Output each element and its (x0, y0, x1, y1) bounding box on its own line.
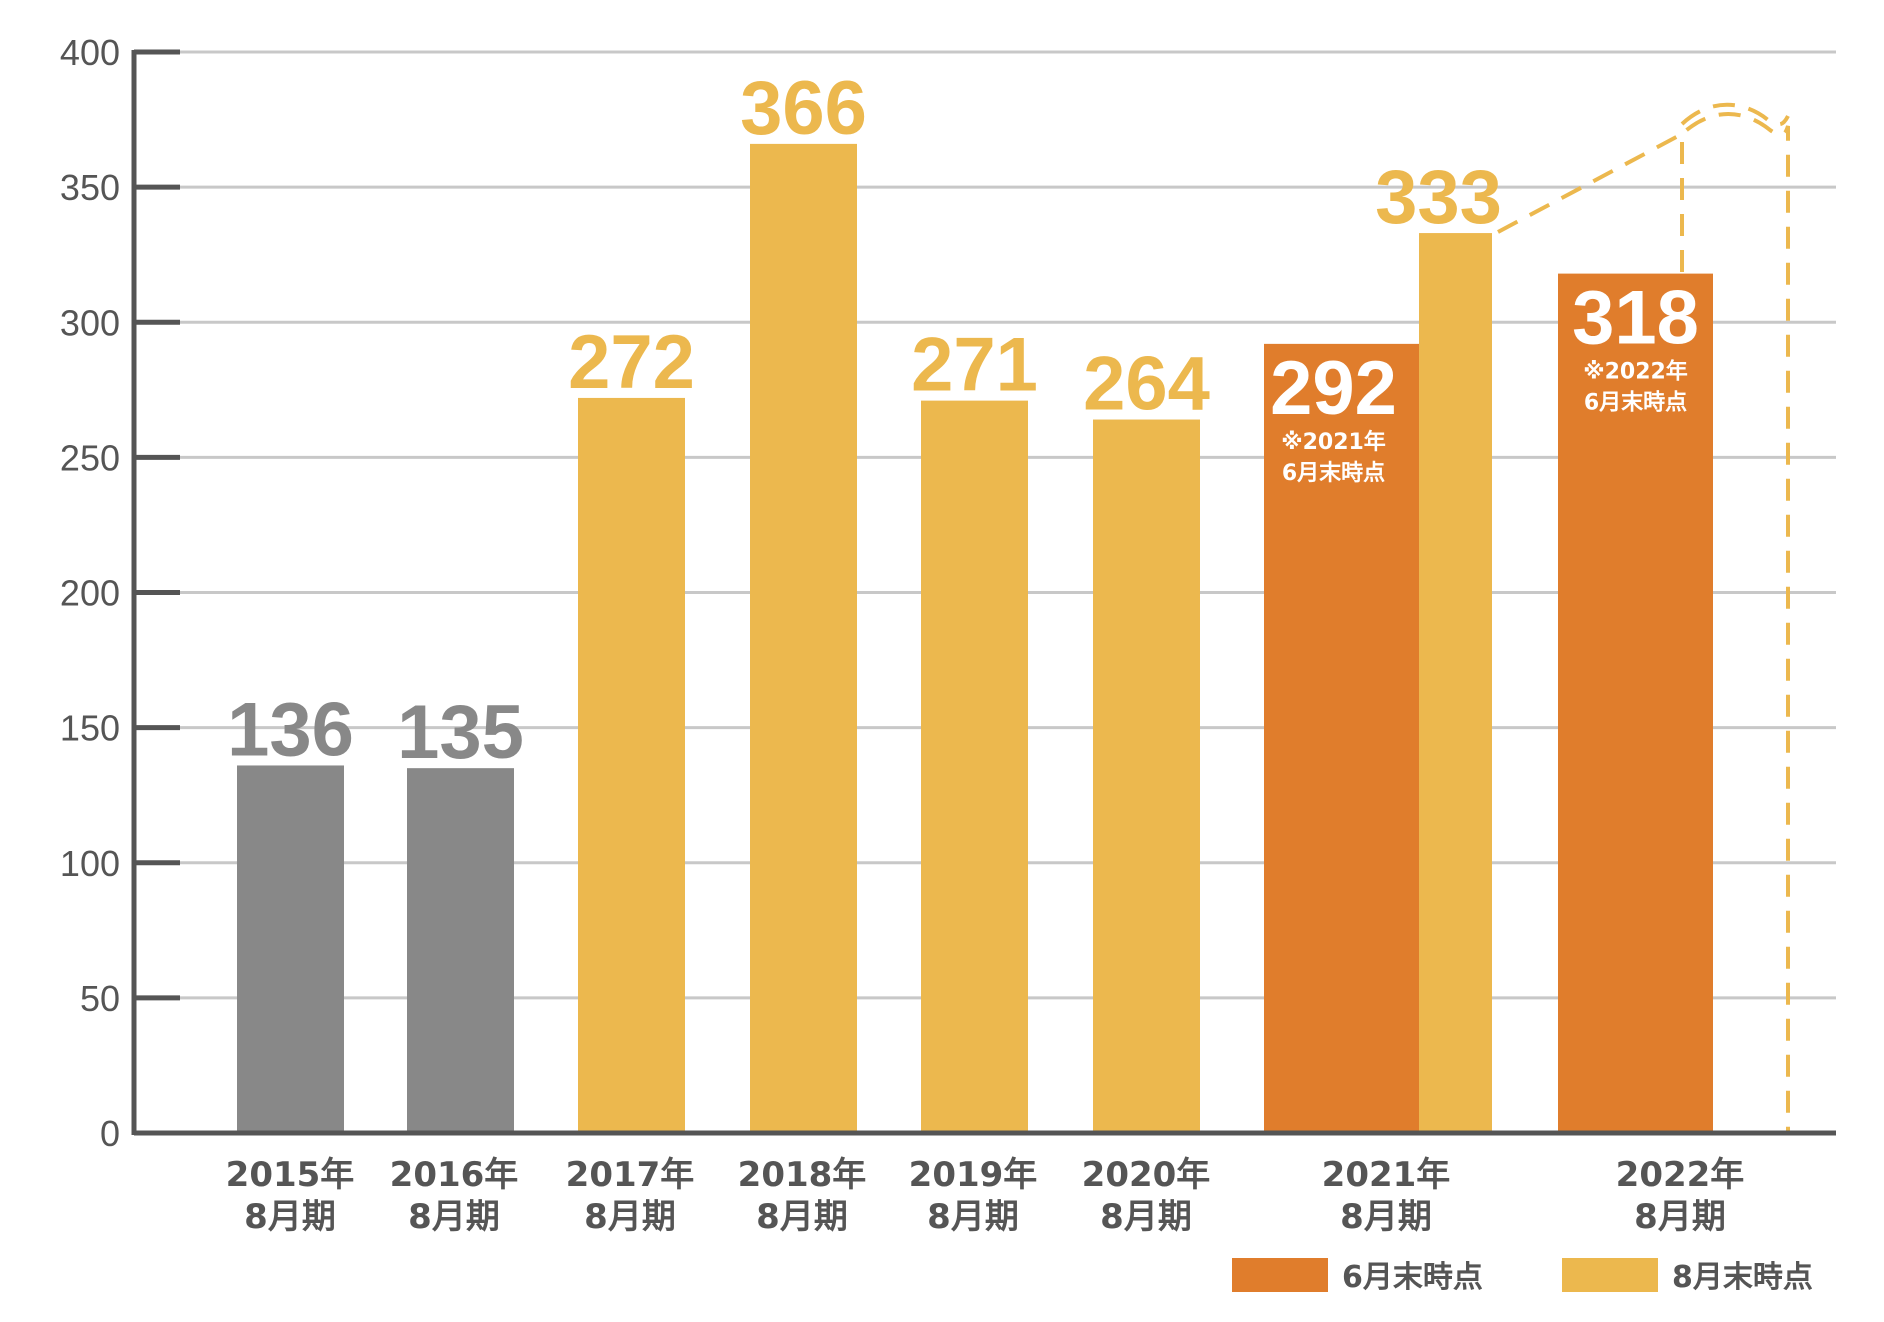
projection-bar-outline (1680, 112, 1790, 1135)
bar-jun-7 (1558, 273, 1713, 1134)
x-category-label-6: 2021年 8月期 (1322, 1155, 1451, 1237)
note-label-jun-7: ※2022年 6月末時点 (1583, 359, 1688, 416)
projection-outline (1497, 102, 1790, 1135)
y-tick-label: 100 (60, 843, 120, 884)
bar-aug-6 (1419, 233, 1492, 1133)
y-tick-label: 50 (80, 978, 120, 1019)
value-label-jun-6: 292 (1270, 346, 1397, 431)
projection-bar-top (1680, 102, 1790, 127)
x-category-label-2: 2017年 8月期 (566, 1155, 695, 1237)
legend-swatch-0 (1232, 1258, 1328, 1292)
label-layer: 136 2015年 8月期 135 2016年 8月期 272 2017年 8月期 366 2018… (226, 66, 1745, 1237)
y-tick-label: 0 (100, 1113, 120, 1154)
bar-aug-0 (237, 765, 344, 1133)
x-category-label-3: 2018年 8月期 (738, 1155, 867, 1237)
legend: 6月末時点 8月末時点 (1232, 1258, 1813, 1295)
x-category-label-7: 2022年 8月期 (1616, 1155, 1745, 1237)
value-label-aug-0: 136 (227, 687, 354, 772)
bar-aug-1 (407, 768, 514, 1133)
y-tick-label: 200 (60, 573, 120, 614)
x-category-label-0: 2015年 8月期 (226, 1155, 355, 1237)
y-tick-label: 300 (60, 302, 120, 343)
bar-jun-6 (1264, 343, 1419, 1133)
bar-aug-3 (750, 143, 857, 1133)
legend-label-1: 8月末時点 (1672, 1260, 1813, 1295)
y-tick-label: 250 (60, 437, 120, 478)
legend-label-0: 6月末時点 (1342, 1260, 1483, 1295)
x-category-label-1: 2016年 8月期 (390, 1155, 519, 1237)
bar-aug-4 (921, 400, 1028, 1133)
value-label-jun-7: 318 (1572, 276, 1699, 361)
value-label-aug-3: 366 (740, 66, 867, 151)
value-label-aug-2: 272 (568, 320, 695, 405)
bar-aug-5 (1093, 419, 1200, 1133)
axis-layer: 0 50 100 150 200 250 300 350 400 (60, 32, 1836, 1154)
x-category-label-4: 2019年 8月期 (909, 1155, 1038, 1237)
value-label-aug-1: 135 (397, 690, 524, 775)
y-tick-label: 350 (60, 167, 120, 208)
value-label-aug-4: 271 (911, 323, 1038, 408)
value-label-aug-6: 333 (1375, 155, 1502, 240)
y-tick-label: 150 (60, 708, 120, 749)
projection-connector (1497, 132, 1683, 234)
y-tick-label: 400 (60, 32, 120, 73)
bar-layer (237, 143, 1713, 1134)
legend-swatch-1 (1562, 1258, 1658, 1292)
value-label-aug-5: 264 (1083, 342, 1210, 427)
x-category-label-5: 2020年 8月期 (1082, 1155, 1211, 1237)
note-label-jun-6: ※2021年 6月末時点 (1281, 429, 1386, 486)
bar-aug-2 (578, 397, 685, 1133)
